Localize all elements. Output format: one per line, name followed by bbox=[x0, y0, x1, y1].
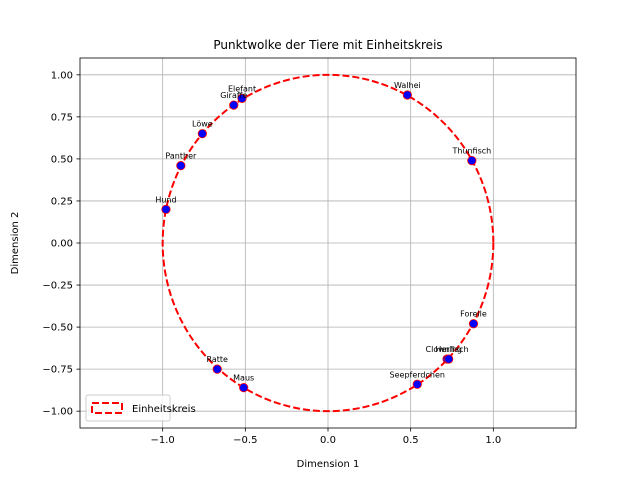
data-point bbox=[402, 90, 412, 100]
point-label: Clownfisch bbox=[426, 345, 469, 354]
point-label: Elefant bbox=[228, 84, 256, 93]
x-tick-label: 0.5 bbox=[403, 435, 419, 446]
legend: Einheitskreis bbox=[85, 394, 196, 422]
point-label: Hering bbox=[435, 345, 462, 354]
point-label: Hund bbox=[155, 195, 176, 204]
y-tick-label: −0.75 bbox=[42, 365, 73, 376]
x-tick-label: −0.5 bbox=[233, 435, 257, 446]
legend-box bbox=[85, 394, 171, 422]
y-tick-label: 0.00 bbox=[51, 239, 73, 250]
point-label: Ratte bbox=[206, 355, 228, 364]
legend-label: Einheitskreis bbox=[132, 404, 196, 415]
y-tick-label: −1.00 bbox=[42, 407, 73, 418]
x-axis-ticks: −1.0 −0.5 0.0 0.5 1.0 bbox=[151, 428, 501, 446]
data-point bbox=[412, 379, 422, 389]
data-point bbox=[237, 93, 247, 103]
data-point bbox=[212, 364, 222, 374]
unit-circle bbox=[161, 73, 495, 413]
point-label: Forelle bbox=[460, 310, 487, 319]
x-tick-label: −1.0 bbox=[151, 435, 175, 446]
legend-swatch bbox=[91, 402, 123, 414]
unit-circle-layer bbox=[161, 73, 495, 413]
point-label: Giraffe bbox=[220, 91, 247, 100]
data-point bbox=[161, 204, 171, 214]
data-point bbox=[444, 354, 454, 364]
y-tick-label: 0.75 bbox=[51, 112, 73, 123]
data-point bbox=[229, 100, 239, 110]
data-point bbox=[467, 155, 477, 166]
x-tick-label: 1.0 bbox=[485, 435, 501, 446]
data-point bbox=[176, 161, 186, 171]
y-axis-label: Dimension 2 bbox=[10, 212, 21, 275]
y-tick-label: 1.00 bbox=[51, 70, 73, 81]
y-tick-label: 0.50 bbox=[51, 154, 73, 165]
y-axis-ticks: −1.00 −0.75 −0.50 −0.25 0.00 0.25 0.50 0.75 1.00 bbox=[42, 70, 80, 418]
point-label: Walhei bbox=[394, 81, 421, 90]
data-point bbox=[468, 319, 479, 329]
y-tick-label: −0.50 bbox=[42, 323, 73, 334]
chart-title: Punktwolke der Tiere mit Einheitskreis bbox=[213, 38, 442, 52]
x-axis-label: Dimension 1 bbox=[297, 459, 360, 470]
data-point bbox=[197, 129, 207, 139]
y-tick-label: 0.25 bbox=[51, 196, 73, 207]
x-tick-label: 0.0 bbox=[320, 435, 336, 446]
y-tick-label: −0.25 bbox=[42, 281, 73, 292]
point-label: Seepferdchen bbox=[390, 370, 445, 379]
point-label: Löwe bbox=[192, 120, 213, 129]
point-label: Thunfisch bbox=[451, 147, 491, 156]
data-point bbox=[239, 383, 249, 393]
point-label: Panther bbox=[165, 152, 197, 161]
grid bbox=[80, 58, 576, 428]
point-label: Maus bbox=[233, 374, 254, 383]
